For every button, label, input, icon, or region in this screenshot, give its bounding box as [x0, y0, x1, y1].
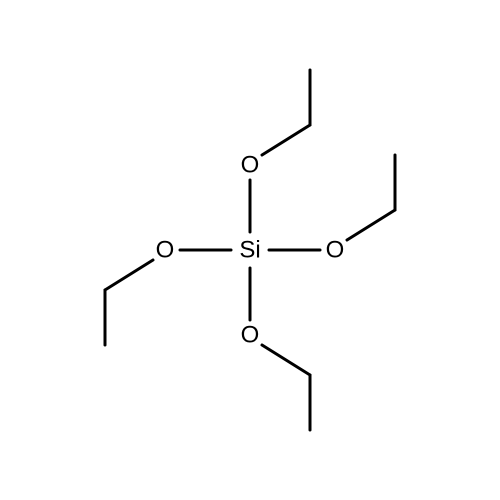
- bond: [347, 210, 395, 240]
- bond: [262, 125, 310, 155]
- molecule-diagram: Si O O O O: [0, 0, 500, 500]
- bond: [262, 345, 310, 375]
- atom-Si: Si: [239, 237, 260, 264]
- atom-O3: O: [241, 322, 260, 349]
- bond: [105, 260, 153, 290]
- atom-O1: O: [241, 152, 260, 179]
- atom-O2: O: [326, 237, 345, 264]
- atom-O4: O: [156, 237, 175, 264]
